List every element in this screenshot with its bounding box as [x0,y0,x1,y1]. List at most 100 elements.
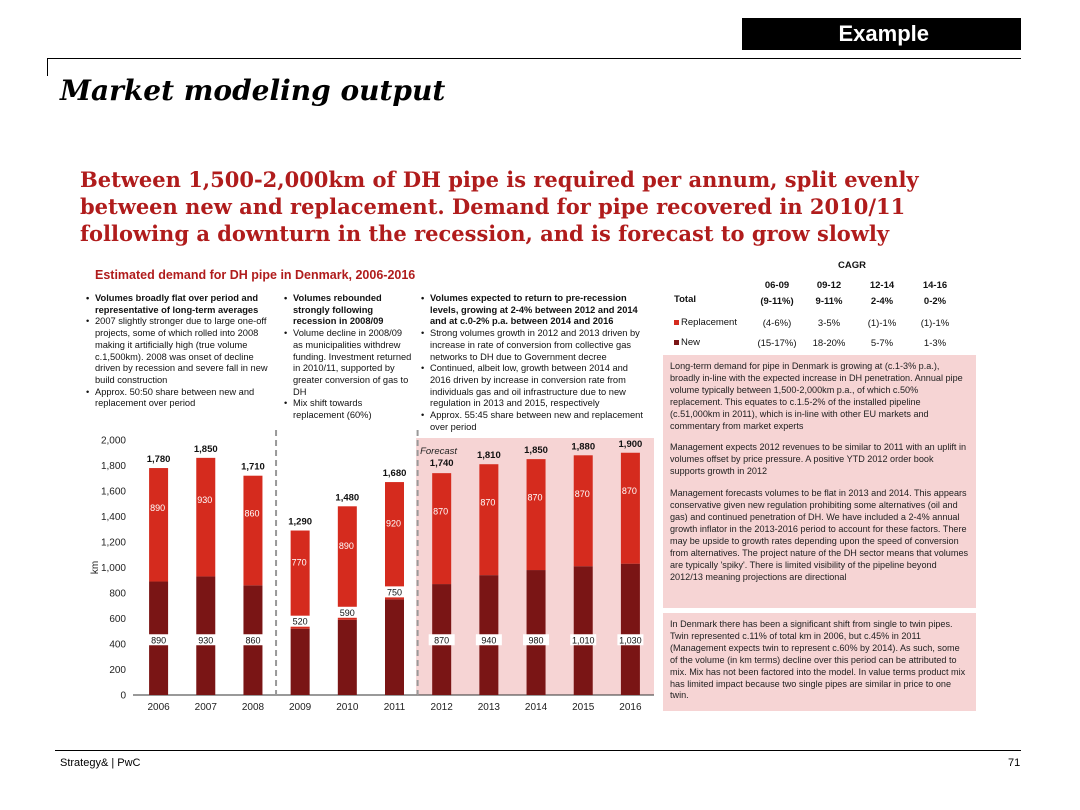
cagr-title: CAGR [838,260,866,271]
cagr-row-label: Total [674,294,696,305]
replacement-label: 870 [433,507,448,517]
commentary-text: In Denmark there has been a significant … [670,619,966,701]
bar-new-2015 [573,566,593,695]
new-label-bg [570,634,597,646]
new-label-bg [617,634,644,646]
new-label-bg [334,606,361,618]
period-notes-2006-2008: Volumes broadly flat over period and rep… [86,293,276,410]
y-tick-label: 1,800 [101,461,126,472]
cagr-period: 12-14 [869,280,895,291]
total-label: 1,710 [241,462,265,473]
x-tick-label: 2010 [336,702,359,713]
bar-replacement-2008 [243,475,263,586]
commentary-text: Management expects 2012 revenues to be s… [670,442,967,477]
bar-new-2010 [337,619,357,695]
bar-replacement-2009 [290,530,310,629]
cagr-row-label: Replacement [681,317,737,328]
y-tick-label: 0 [120,691,126,702]
bar-new-2009 [290,628,310,695]
pipe-mix-box: In Denmark there has been a significant … [663,613,976,711]
y-tick-label: 800 [109,589,126,600]
cagr-value: (1)-1% [920,318,950,329]
total-label: 1,740 [430,458,454,469]
total-label: 1,680 [383,468,407,479]
replacement-label: 870 [575,489,590,499]
replacement-label: 870 [480,498,495,508]
x-tick-label: 2016 [619,702,642,713]
new-label: 940 [481,635,496,645]
bullet-heading: Volumes rebounded strongly following rec… [284,293,412,328]
replacement-label: 920 [386,519,401,529]
new-label: 860 [245,635,260,645]
page-number: 71 [1008,757,1021,769]
x-tick-label: 2013 [478,702,501,713]
x-tick-label: 2014 [525,702,548,713]
bar-replacement-2013 [479,464,499,576]
cagr-value: 0-2% [923,296,947,307]
dh-pipe-demand-chart: 0 200 400 600 800 1,000 1,200 1,400 1,600 1,800 2,… [90,430,654,713]
y-axis-label: km [90,561,101,574]
cagr-value: (1)-1% [867,318,897,329]
cagr-value: 1-3% [923,338,947,349]
chart-title: Estimated demand for DH pipe in Denmark,… [95,268,416,282]
bar-replacement-2010 [337,506,357,620]
new-label-bg [475,634,502,646]
x-tick-label: 2015 [572,702,595,713]
new-label: 930 [198,635,213,645]
y-tick-label: 200 [109,665,126,676]
bullet-item: Volume decline in 2008/09 as municipalit… [284,328,412,398]
bar-new-2016 [620,563,640,695]
cagr-value: (4-6%) [762,318,792,329]
forecast-label: Forecast [420,446,457,457]
new-legend-swatch [674,340,679,345]
period-notes-2012-2016: Volumes expected to return to pre-recess… [421,293,647,433]
cagr-value: (9-11%) [760,296,794,307]
total-label: 1,290 [288,517,312,528]
total-label: 1,780 [147,454,171,465]
new-label-bg [145,634,172,646]
new-label: 1,010 [572,635,595,645]
bar-replacement-2014 [526,459,546,571]
new-label: 890 [151,635,166,645]
y-tick-label: 1,400 [101,512,126,523]
replacement-label: 860 [244,509,259,519]
bar-replacement-2006 [149,468,169,582]
new-label-bg [287,615,314,627]
y-tick-label: 600 [109,614,126,625]
new-label: 1,030 [619,635,642,645]
bullet-item: Approx. 50:50 share between new and repl… [86,387,276,410]
footer-source: Strategy& | PwC [60,757,141,769]
top-divider-tick [47,58,48,76]
bar-replacement-2015 [573,455,593,567]
x-tick-label: 2008 [242,702,265,713]
new-label-bg [428,634,455,646]
x-tick-label: 2007 [195,702,218,713]
cagr-table: CAGR 06-09 09-12 12-14 14-16 Total (9-11… [672,258,972,354]
footer-divider [55,750,1021,751]
bullet-heading: Volumes expected to return to pre-recess… [421,293,647,328]
y-tick-label: 1,000 [101,563,126,574]
y-tick-label: 1,600 [101,487,126,498]
cagr-period: 14-16 [922,280,948,291]
cagr-period: 06-09 [764,280,790,291]
replacement-label: 870 [528,493,543,503]
cagr-value: 5-7% [870,338,894,349]
bar-replacement-2012 [432,473,452,585]
bar-new-2011 [385,599,404,695]
cagr-value: 9-11% [815,296,843,307]
top-divider [47,58,1021,59]
cagr-value: 2-4% [870,296,894,307]
replacement-label: 930 [197,495,212,505]
x-tick-label: 2012 [431,702,454,713]
total-label: 1,850 [194,444,218,455]
cagr-row-replacement: Replacement [674,317,737,328]
y-tick-label: 1,200 [101,538,126,549]
commentary-box: Long-term demand for pipe in Denmark is … [663,355,976,608]
bullet-item: Mix shift towards replacement (60%) [284,398,412,421]
period-notes-2009-2011: Volumes rebounded strongly following rec… [284,293,412,422]
y-tick-label: 400 [109,640,126,651]
new-label: 590 [340,608,355,618]
total-label: 1,480 [335,492,359,503]
new-label: 520 [293,617,308,627]
replacement-label: 770 [292,558,307,568]
